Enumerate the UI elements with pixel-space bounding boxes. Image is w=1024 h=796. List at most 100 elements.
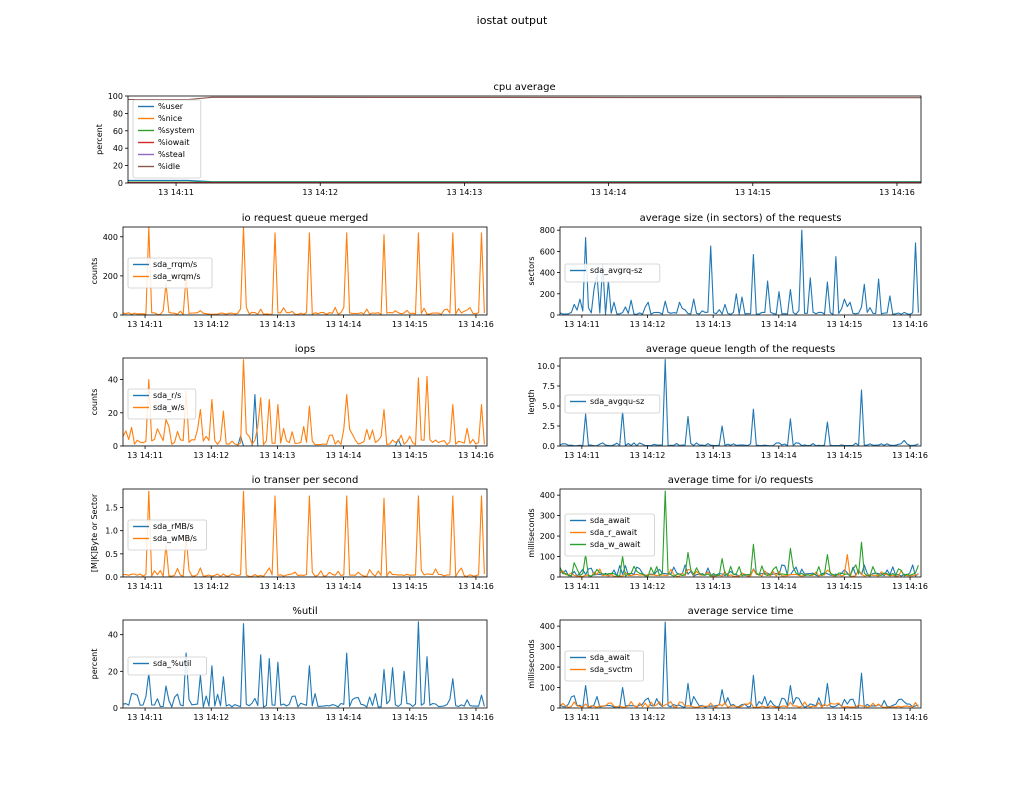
plot-area [560,621,919,708]
x-tick-label: 13 14:11 [127,713,163,722]
x-tick-label: 13 14:11 [158,188,194,197]
panel-avgrq: average size (in sectors) of the request… [527,213,928,329]
legend: %user %nice %system %iowait %steal %idle [132,99,202,179]
legend-box [564,394,661,414]
legend-box [127,257,213,289]
legend-label: sda_avgrq-sz [590,266,642,275]
x-tick-label: 13 14:13 [447,188,483,197]
x-tick-label: 13 14:15 [392,320,428,329]
x-tick-label: 13 14:12 [193,451,229,460]
x-tick-label: 13 14:12 [630,451,666,460]
x-tick-label: 13 14:14 [326,451,362,460]
x-tick-label: 13 14:16 [458,582,494,591]
panel-title: average service time [688,606,794,617]
legend: sda_await sda_svctm [564,650,644,682]
plot-area [123,227,485,315]
x-tick-label: 13 14:16 [892,713,928,722]
figure-title: iostat output [477,14,548,27]
panel-merged: io request queue merged counts 13 14:11 13 … [90,213,494,329]
legend: sda_avgqu-sz [564,394,661,414]
axes-frame [122,488,488,578]
y-axis-label: counts [90,258,99,285]
legend-label: sda_await [590,516,630,525]
series-line-sda-wMB-s [123,490,485,577]
legend-label: %idle [158,162,180,171]
y-tick-label: 40 [108,376,118,385]
panel-title: io transer per second [252,475,359,486]
x-tick-label: 13 14:15 [392,582,428,591]
legend: sda_avgrq-sz [564,263,661,283]
x-tick-label: 13 14:16 [458,451,494,460]
y-tick-label: 200 [540,290,555,299]
x-tick-label: 13 14:11 [564,451,600,460]
y-tick-label: 800 [540,226,555,235]
panel-title: average queue length of the requests [646,344,835,355]
x-tick-label: 13 14:13 [695,713,731,722]
axes-frame [122,357,488,447]
legend-label: sda_rMB/s [153,522,194,531]
x-tick-label: 13 14:12 [630,320,666,329]
series-line--idle [128,96,921,101]
plot-area [560,229,919,315]
panel-title: average size (in sectors) of the request… [640,213,842,224]
legend: sda_await sda_r_await sda_w_await [564,513,655,557]
x-tick-label: 13 14:14 [761,320,797,329]
y-axis-label: milliseconds [527,639,536,688]
y-tick-label: 0 [118,179,123,188]
axes-frame [559,226,922,316]
y-tick-label: 20 [108,667,118,676]
y-tick-label: 7.5 [542,382,555,391]
x-tick-label: 13 14:12 [193,320,229,329]
panel-cpu: cpu average percent 13 14:11 13 14:12 13 14:… [95,82,922,197]
panel-title: cpu average [493,82,555,93]
panel-avgqu: average queue length of the requests leng… [527,344,928,460]
legend-label: sda_r_await [590,528,637,537]
series-line-sda-svctm [560,700,919,708]
y-axis-label: percent [90,649,99,680]
panel-mb: io transer per second [M|K]Byte or Sector… [90,475,494,591]
y-tick-label: 400 [103,233,118,242]
y-tick-label: 0 [113,442,118,451]
axes-frame [122,619,488,709]
y-tick-label: 1.5 [105,504,118,513]
y-tick-label: 200 [540,532,555,541]
series-line-sda-util [123,621,485,708]
x-tick-label: 13 14:11 [564,582,600,591]
legend-label: sda_rrqm/s [153,260,197,269]
x-tick-label: 13 14:16 [892,451,928,460]
series-line-sda-w-await [560,490,919,577]
axes-frame [559,619,922,709]
y-tick-label: 300 [540,512,555,521]
x-tick-label: 13 14:13 [260,713,296,722]
y-tick-label: 0.0 [105,573,118,582]
y-tick-label: 300 [540,643,555,652]
x-tick-label: 13 14:12 [630,582,666,591]
y-tick-label: 400 [540,491,555,500]
panel-await: average time for i/o requests millisecond… [527,475,928,591]
axes-frame [559,488,922,578]
y-tick-label: 100 [108,92,123,101]
panel-title: %util [292,606,317,617]
y-tick-label: 200 [103,272,118,281]
y-tick-label: 20 [113,162,123,171]
x-tick-label: 13 14:13 [260,320,296,329]
x-tick-label: 13 14:14 [761,451,797,460]
x-tick-label: 13 14:14 [326,582,362,591]
y-axis-label: percent [95,124,104,155]
y-tick-label: 2.5 [542,422,555,431]
legend-label: sda_r/s [153,391,181,400]
axes-frame [122,226,488,316]
x-tick-label: 13 14:15 [827,582,863,591]
x-tick-label: 13 14:15 [735,188,771,197]
x-tick-label: 13 14:13 [695,451,731,460]
y-tick-label: 0 [113,704,118,713]
plot-area [123,621,485,708]
x-tick-label: 13 14:14 [326,320,362,329]
x-tick-label: 13 14:12 [193,582,229,591]
x-tick-label: 13 14:13 [260,582,296,591]
legend-label: sda_wMB/s [153,534,197,543]
y-tick-label: 10.0 [537,362,555,371]
legend-label: sda_w_await [590,540,640,549]
y-tick-label: 200 [540,663,555,672]
legend-label: %steal [158,150,185,159]
